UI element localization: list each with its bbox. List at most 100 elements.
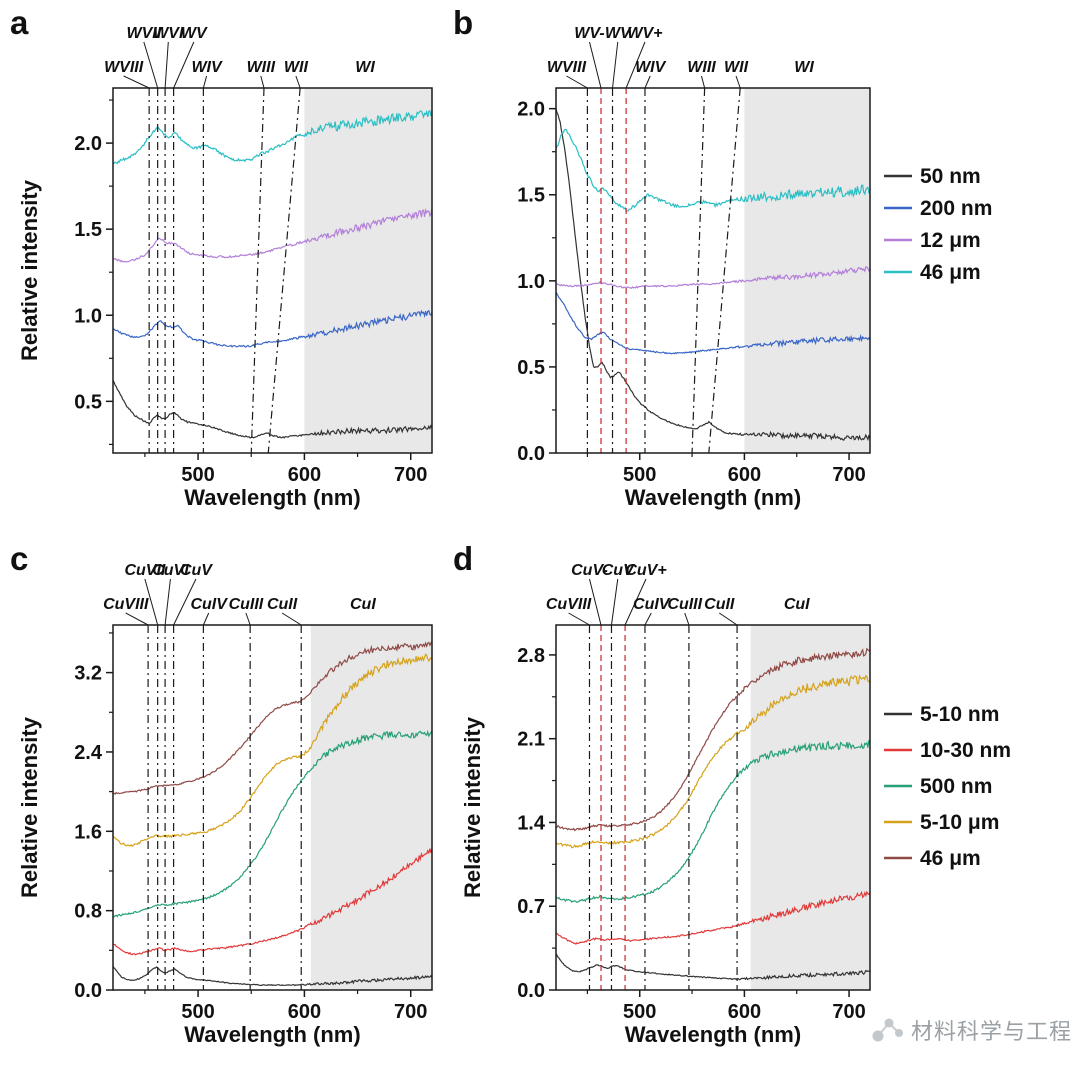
y-tick-label: 2.4 [74,742,103,764]
annotation-leader-CuII [719,612,738,626]
annotation-label-CuV: CuV [180,562,213,579]
annotation-leader-WVII [143,41,159,89]
series-line-5-10-m [113,653,432,848]
legend-label-5-10-m: 5-10 μm [920,811,999,834]
annotation-line-WII [267,87,301,454]
annotation-leader-CuV [610,578,619,626]
legend-label-5-10-nm: 5-10 nm [920,703,999,726]
annotation-leader-WIII [701,75,706,89]
plot-frame [555,87,871,454]
annotation-label-WVIII: WVIII [547,59,587,76]
annotation-leader-WIII [260,75,265,89]
x-axis-title: Wavelength (nm) [625,485,801,510]
annotation-leader-CuIV [644,612,652,626]
series-line-500-nm [556,739,870,904]
annotation-line-WIII [250,87,265,454]
series-line-50-nm [113,380,432,439]
annotation-leader-CuVI [164,578,171,626]
y-axis-title: Relative intensity [17,716,42,898]
annotation-leader-WII [295,75,301,89]
x-axis-title: Wavelength (nm) [625,1022,801,1047]
legend-label-10-30-nm: 10-30 nm [920,739,1011,762]
x-tick-label: 600 [728,464,761,486]
annotation-label-WII: WII [284,59,309,76]
x-axis-title: Wavelength (nm) [184,1022,360,1047]
annotation-label-CuIII: CuIII [229,596,264,613]
x-tick-label: 500 [623,464,656,486]
annotation-leader-WVIII [123,75,150,89]
series-line-12-m [113,207,432,263]
annotation-leader-CuVIII [568,612,590,626]
annotation-label-WV: WV [605,25,632,42]
y-tick-label: 1.0 [517,271,545,293]
x-tick-label: 600 [288,1001,321,1023]
annotation-label-CuV+: CuV+ [625,562,666,579]
y-tick-label: 1.5 [517,185,545,207]
annotation-label-WVI: WVI [153,25,184,42]
y-tick-label: 2.1 [517,729,545,751]
x-tick-label: 700 [832,464,865,486]
y-tick-label: 0.5 [74,391,102,413]
annotation-label-CuV: CuV [602,562,635,579]
annotation-leader-CuIII [684,612,690,626]
annotation-label-CuIV: CuIV [190,596,228,613]
x-tick-label: 500 [181,1001,214,1023]
y-tick-label: 1.6 [74,821,102,843]
annotation-label-WIII: WIII [687,59,716,76]
y-tick-label: 0.0 [517,443,545,465]
annotation-label-CuVIII: CuVIII [103,596,149,613]
y-axis-title: Relative intensity [17,179,42,361]
legend-label-12-m: 12 μm [920,229,981,252]
annotation-leader-WV [612,41,619,89]
series-line-46-m [113,109,432,165]
annotation-label-WI: WI [794,59,814,76]
x-tick-label: 500 [181,464,214,486]
legend: 50 nm 200 nm 12 μm 46 μm [884,165,992,284]
panel-d-letter: d [453,540,474,577]
annotation-label-WII: WII [724,59,749,76]
legend-label-50-nm: 50 nm [920,165,981,188]
legend-label-46-m: 46 μm [920,847,981,870]
annotation-label-CuV-: CuV- [571,562,608,579]
series-line-200-nm [113,309,432,348]
shaded-region [310,625,432,990]
plot-frame [112,624,433,991]
annotation-leader-WIV [202,75,208,89]
y-tick-label: 0.5 [517,357,545,379]
watermark-text: 材料科学与工程 [910,1019,1072,1044]
panel-a-letter: a [10,4,29,41]
annotation-label-CuI: CuI [784,596,810,613]
series-line-46-m [556,128,870,212]
shaded-region [744,88,870,453]
annotation-leader-WVI [164,41,169,89]
series-line-10-30-nm [556,890,870,945]
annotation-label-WVIII: WVIII [104,59,144,76]
watermark: 材料科学与工程 [868,1014,1072,1046]
y-tick-label: 0.8 [74,901,102,923]
plot-frame [112,87,433,454]
annotation-leader-CuV- [589,578,602,626]
panel-c-letter: c [10,540,29,577]
x-tick-label: 600 [728,1001,761,1023]
y-tick-label: 1.5 [74,219,102,241]
annotation-leader-CuV [173,578,197,626]
annotation-label-CuVII: CuVII [124,562,165,579]
annotation-label-WV-: WV- [574,25,605,42]
series-line-12-m [556,266,870,290]
series-line-46-m [556,647,870,832]
annotation-label-CuI: CuI [350,596,376,613]
x-axis-title: Wavelength (nm) [184,485,360,510]
annotation-leader-CuIII [245,612,251,626]
series-line-5-10-nm [113,966,432,987]
legend: 5-10 nm 10-30 nm 500 nm 5-10 μm 46 μm [884,703,1011,870]
plot-frame [555,624,871,991]
annotation-leader-WV [173,41,195,89]
legend-label-200-nm: 200 nm [920,197,992,220]
y-tick-label: 2.0 [74,133,102,155]
molecule-atom [872,1030,884,1042]
annotation-leader-WVIII [566,75,588,89]
